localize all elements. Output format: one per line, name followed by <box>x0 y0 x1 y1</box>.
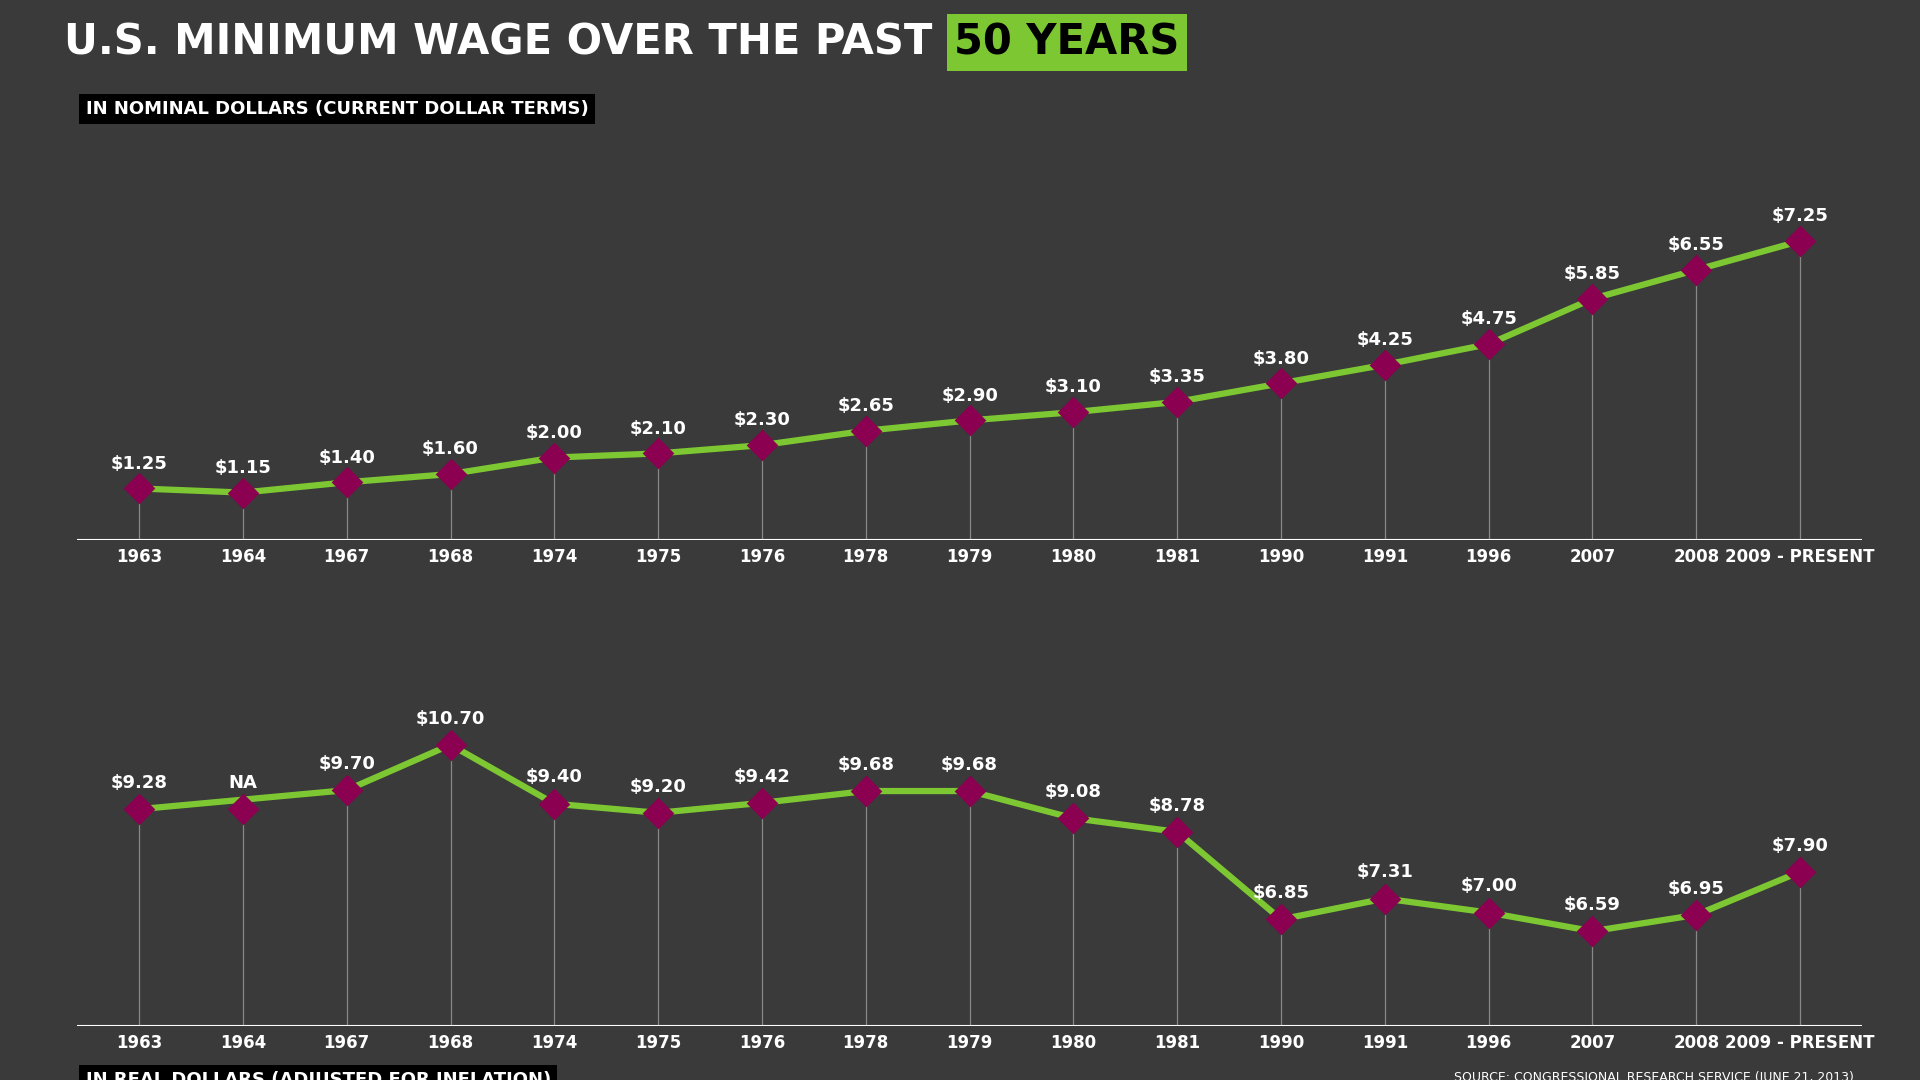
Text: $9.20: $9.20 <box>630 778 687 796</box>
Text: $6.59: $6.59 <box>1565 896 1620 914</box>
Point <box>747 794 778 811</box>
Text: IN REAL DOLLARS (ADJUSTED FOR INFLATION): IN REAL DOLLARS (ADJUSTED FOR INFLATION) <box>86 1071 551 1080</box>
Point <box>1786 863 1816 880</box>
Text: $2.65: $2.65 <box>837 397 895 415</box>
Text: SOURCE: U.S. DEPARTMENT OF LABOR: SOURCE: U.S. DEPARTMENT OF LABOR <box>1613 585 1853 598</box>
Point <box>1576 291 1607 308</box>
Point <box>436 737 467 754</box>
Text: $9.28: $9.28 <box>111 774 167 792</box>
Text: IN NOMINAL DOLLARS (CURRENT DOLLAR TERMS): IN NOMINAL DOLLARS (CURRENT DOLLAR TERMS… <box>86 100 588 118</box>
Text: $7.25: $7.25 <box>1772 207 1828 226</box>
Text: $9.68: $9.68 <box>837 756 895 773</box>
Text: $9.08: $9.08 <box>1044 783 1102 801</box>
Point <box>954 411 985 429</box>
Point <box>228 800 259 818</box>
Point <box>436 465 467 483</box>
Text: $9.68: $9.68 <box>941 756 998 773</box>
Text: $2.30: $2.30 <box>733 411 791 430</box>
Text: $7.00: $7.00 <box>1461 877 1517 895</box>
Point <box>747 436 778 454</box>
Point <box>540 449 570 467</box>
Text: $4.25: $4.25 <box>1356 332 1413 349</box>
Text: $5.85: $5.85 <box>1565 265 1620 283</box>
Text: 50 YEARS: 50 YEARS <box>954 22 1179 64</box>
Text: $2.10: $2.10 <box>630 420 687 437</box>
Point <box>851 422 881 440</box>
Text: $9.70: $9.70 <box>319 755 374 773</box>
Point <box>1369 356 1400 374</box>
Point <box>228 484 259 501</box>
Text: $1.25: $1.25 <box>111 455 167 473</box>
Point <box>1680 906 1711 923</box>
Text: $2.00: $2.00 <box>526 423 584 442</box>
Text: $2.90: $2.90 <box>941 387 998 405</box>
Text: $1.40: $1.40 <box>319 448 374 467</box>
Text: U.S. MINIMUM WAGE OVER THE PAST: U.S. MINIMUM WAGE OVER THE PAST <box>63 22 947 64</box>
Point <box>123 480 154 497</box>
Point <box>851 782 881 799</box>
Text: $9.42: $9.42 <box>733 768 791 785</box>
Point <box>1473 336 1503 353</box>
Point <box>1265 910 1296 928</box>
Text: NA: NA <box>228 774 257 792</box>
Point <box>643 445 674 462</box>
Text: $3.35: $3.35 <box>1148 368 1206 387</box>
Point <box>1162 393 1192 410</box>
Point <box>1369 890 1400 907</box>
Point <box>332 782 363 799</box>
Text: $3.10: $3.10 <box>1044 378 1102 396</box>
Point <box>1473 904 1503 921</box>
Point <box>1162 823 1192 840</box>
Text: SOURCE: CONGRESSIONAL RESEARCH SERVICE (JUNE 21, 2013): SOURCE: CONGRESSIONAL RESEARCH SERVICE (… <box>1453 1071 1853 1080</box>
Point <box>643 805 674 822</box>
Text: $1.15: $1.15 <box>215 459 271 477</box>
Text: $1.60: $1.60 <box>422 441 478 458</box>
Point <box>1680 261 1711 279</box>
Point <box>332 474 363 491</box>
Text: $9.40: $9.40 <box>526 769 584 786</box>
Point <box>123 800 154 818</box>
Point <box>1786 232 1816 249</box>
Text: $3.80: $3.80 <box>1252 350 1309 367</box>
Point <box>540 795 570 812</box>
Text: $6.85: $6.85 <box>1252 885 1309 902</box>
Text: $6.95: $6.95 <box>1668 879 1724 897</box>
Point <box>1058 404 1089 421</box>
Point <box>1058 810 1089 827</box>
Text: $6.55: $6.55 <box>1668 237 1724 254</box>
Point <box>1265 375 1296 392</box>
Text: $4.75: $4.75 <box>1461 310 1517 328</box>
Text: $7.90: $7.90 <box>1772 837 1828 854</box>
Text: $10.70: $10.70 <box>417 710 486 728</box>
Text: $8.78: $8.78 <box>1148 797 1206 814</box>
Text: $7.31: $7.31 <box>1356 863 1413 881</box>
Point <box>954 782 985 799</box>
Point <box>1576 922 1607 940</box>
